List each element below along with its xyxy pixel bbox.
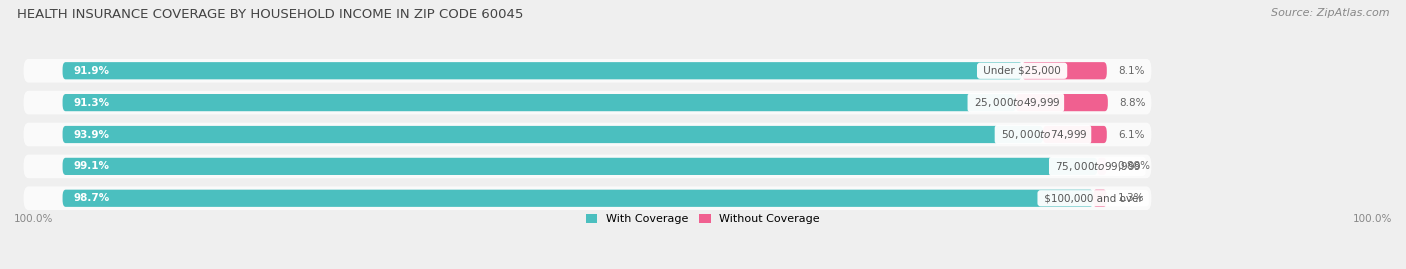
FancyBboxPatch shape bbox=[63, 94, 1017, 111]
Text: 1.3%: 1.3% bbox=[1118, 193, 1144, 203]
Text: $75,000 to $99,999: $75,000 to $99,999 bbox=[1052, 160, 1143, 173]
Text: Source: ZipAtlas.com: Source: ZipAtlas.com bbox=[1271, 8, 1389, 18]
Text: 8.8%: 8.8% bbox=[1119, 98, 1146, 108]
FancyBboxPatch shape bbox=[24, 155, 1152, 178]
Text: $25,000 to $49,999: $25,000 to $49,999 bbox=[970, 96, 1062, 109]
FancyBboxPatch shape bbox=[63, 126, 1043, 143]
FancyBboxPatch shape bbox=[1043, 126, 1107, 143]
Text: $100,000 and over: $100,000 and over bbox=[1040, 193, 1146, 203]
Text: 0.88%: 0.88% bbox=[1118, 161, 1150, 171]
Text: 98.7%: 98.7% bbox=[75, 193, 110, 203]
Text: 100.0%: 100.0% bbox=[1353, 214, 1392, 224]
Text: 8.1%: 8.1% bbox=[1118, 66, 1144, 76]
Text: HEALTH INSURANCE COVERAGE BY HOUSEHOLD INCOME IN ZIP CODE 60045: HEALTH INSURANCE COVERAGE BY HOUSEHOLD I… bbox=[17, 8, 523, 21]
Text: 93.9%: 93.9% bbox=[75, 129, 110, 140]
FancyBboxPatch shape bbox=[1015, 94, 1108, 111]
Text: 6.1%: 6.1% bbox=[1118, 129, 1144, 140]
FancyBboxPatch shape bbox=[63, 158, 1098, 175]
FancyBboxPatch shape bbox=[63, 190, 1094, 207]
Text: 91.9%: 91.9% bbox=[75, 66, 110, 76]
FancyBboxPatch shape bbox=[1092, 190, 1107, 207]
Text: Under $25,000: Under $25,000 bbox=[980, 66, 1064, 76]
FancyBboxPatch shape bbox=[1097, 158, 1107, 175]
FancyBboxPatch shape bbox=[24, 91, 1152, 114]
FancyBboxPatch shape bbox=[24, 59, 1152, 83]
FancyBboxPatch shape bbox=[1022, 62, 1107, 79]
FancyBboxPatch shape bbox=[24, 123, 1152, 146]
FancyBboxPatch shape bbox=[24, 186, 1152, 210]
Legend: With Coverage, Without Coverage: With Coverage, Without Coverage bbox=[582, 210, 824, 229]
FancyBboxPatch shape bbox=[63, 62, 1022, 79]
Text: 100.0%: 100.0% bbox=[14, 214, 53, 224]
Text: 91.3%: 91.3% bbox=[75, 98, 110, 108]
Text: $50,000 to $74,999: $50,000 to $74,999 bbox=[998, 128, 1088, 141]
Text: 99.1%: 99.1% bbox=[75, 161, 110, 171]
